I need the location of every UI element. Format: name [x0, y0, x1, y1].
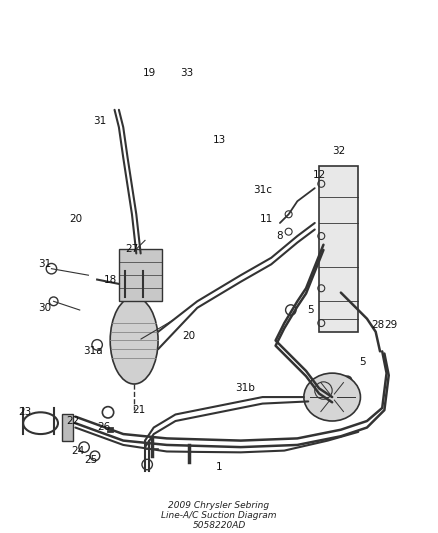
Text: 31c: 31c [253, 185, 272, 195]
Text: 20: 20 [182, 331, 195, 341]
Text: 24: 24 [71, 447, 84, 456]
Text: 2009 Chrysler Sebring
Line-A/C Suction Diagram
5058220AD: 2009 Chrysler Sebring Line-A/C Suction D… [161, 500, 277, 530]
Text: 1: 1 [215, 462, 223, 472]
Bar [62, 415, 73, 441]
Text: 8: 8 [277, 231, 283, 241]
Text: 29: 29 [384, 320, 398, 330]
Text: 5: 5 [359, 357, 366, 367]
Text: 33: 33 [180, 68, 193, 78]
Bar [119, 249, 162, 301]
Text: 30: 30 [39, 303, 52, 313]
Text: 21: 21 [132, 405, 145, 415]
Ellipse shape [110, 297, 158, 384]
Text: 31b: 31b [235, 383, 255, 393]
Text: 18: 18 [103, 274, 117, 285]
Text: 23: 23 [19, 407, 32, 417]
Text: 31a: 31a [83, 346, 102, 357]
Text: 19: 19 [143, 68, 156, 78]
Text: 11: 11 [260, 214, 273, 224]
Text: 27: 27 [125, 244, 138, 254]
Text: 28: 28 [371, 320, 385, 330]
Text: 32: 32 [332, 146, 345, 156]
Text: 13: 13 [212, 135, 226, 146]
Ellipse shape [304, 373, 360, 421]
Text: 25: 25 [84, 455, 97, 465]
Text: 26: 26 [97, 422, 110, 432]
Text: 31: 31 [93, 116, 106, 126]
Text: 31: 31 [38, 260, 52, 269]
Bar [319, 166, 358, 332]
Text: 12: 12 [312, 170, 326, 180]
Text: 20: 20 [69, 214, 82, 224]
Text: 5: 5 [307, 305, 314, 315]
Text: 22: 22 [67, 416, 80, 426]
